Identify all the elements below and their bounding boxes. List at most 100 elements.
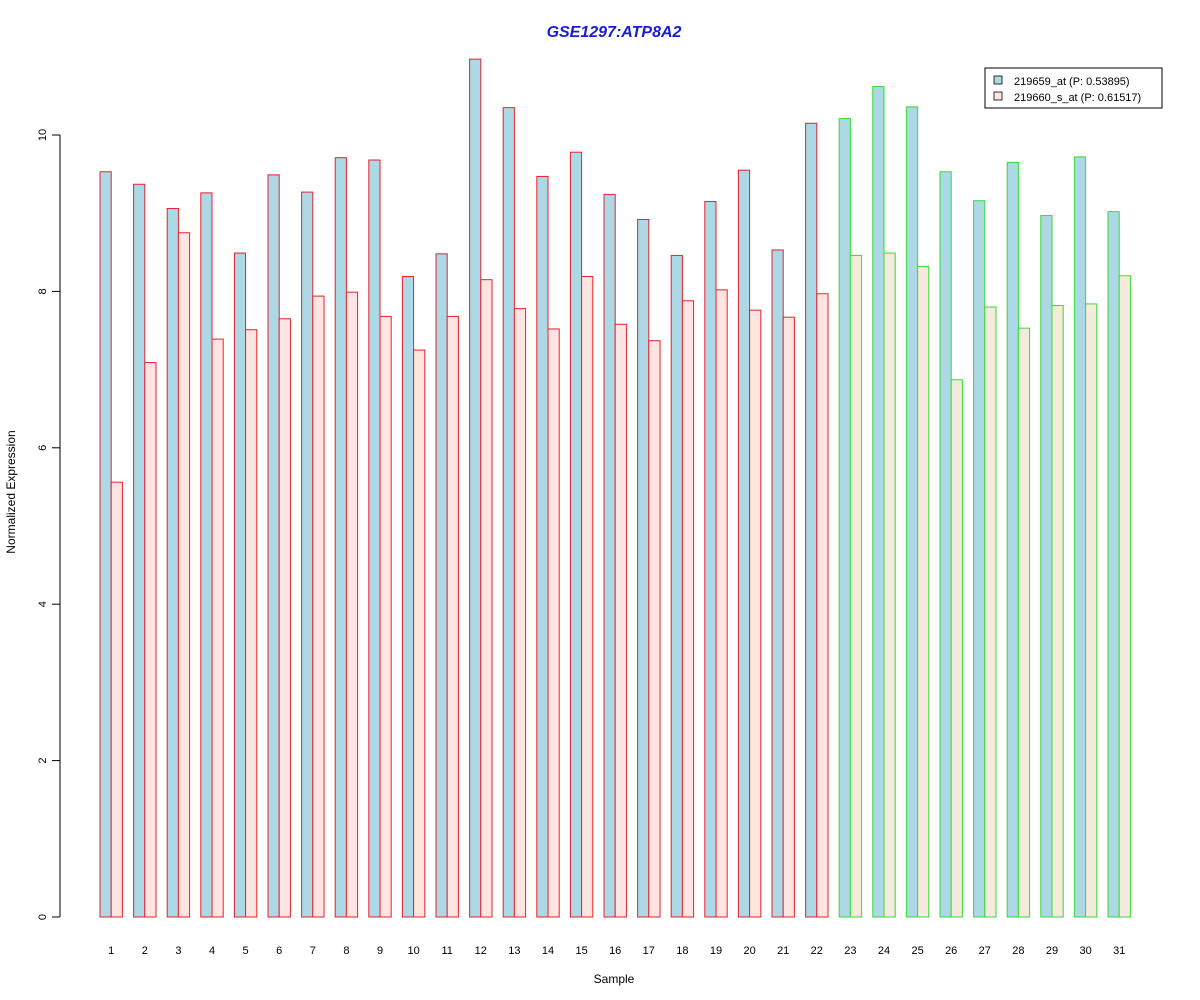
bar-219660-s-at (581, 276, 594, 918)
bar-219659-at (368, 159, 381, 918)
x-tick-label: 17 (643, 945, 655, 957)
bar-219660-s-at (1085, 303, 1098, 918)
bar-219659-at (805, 122, 818, 918)
bar-219660-s-at (211, 338, 224, 918)
bar-219659-at (1006, 161, 1019, 918)
x-tick-label: 26 (945, 945, 957, 957)
x-tick-label: 23 (844, 945, 856, 957)
x-tick-label: 14 (542, 945, 554, 957)
x-tick-label: 5 (243, 945, 249, 957)
x-tick-label: 6 (276, 945, 282, 957)
bar-219659-at (435, 253, 448, 918)
bar-219659-at (536, 175, 549, 918)
x-tick-label: 12 (475, 945, 487, 957)
bar-219659-at (401, 276, 415, 918)
legend-label-series-2: 219660_s_at (P: 0.61517) (1014, 92, 1141, 104)
bar-219659-at (569, 151, 583, 918)
bar-219660-s-at (849, 254, 863, 918)
legend-box (984, 67, 1163, 109)
bar-219659-at (637, 218, 650, 918)
bar-219659-at (200, 192, 213, 918)
bar-219659-at (133, 183, 146, 918)
y-tick-label: 6 (37, 445, 49, 451)
bar-219659-at (301, 191, 314, 918)
bar-219660-s-at (614, 323, 627, 918)
bar-219660-s-at (1118, 275, 1131, 918)
bar-219659-at (737, 169, 751, 918)
x-tick-label: 31 (1113, 945, 1125, 957)
x-tick-label: 13 (508, 945, 520, 957)
legend-label-series-1: 219659_at (P: 0.53895) (1014, 76, 1130, 88)
x-tick-label: 4 (209, 945, 215, 957)
bar-219659-at (973, 200, 986, 918)
x-tick-label: 16 (609, 945, 621, 957)
bar-219660-s-at (681, 300, 695, 918)
bar-219660-s-at (513, 308, 527, 918)
bar-219660-s-at (917, 265, 930, 918)
bar-219659-at (267, 174, 280, 918)
bars (99, 58, 1131, 918)
bar-219660-s-at (312, 295, 325, 918)
x-tick-label: 25 (911, 945, 923, 957)
bar-219660-s-at (648, 340, 661, 918)
x-tick-label: 24 (878, 945, 890, 957)
bar-219660-s-at (177, 232, 191, 918)
legend-swatch-series-1 (993, 75, 1003, 85)
bar-219660-s-at (144, 362, 157, 918)
bar-219660-s-at (1051, 304, 1064, 918)
chart-title: GSE1297:ATP8A2 (547, 24, 682, 41)
x-tick-label: 29 (1046, 945, 1058, 957)
x-axis-label: Sample (594, 972, 635, 986)
y-tick-label: 2 (37, 758, 49, 764)
x-tick-label: 11 (441, 945, 452, 957)
bar-219659-at (603, 193, 616, 918)
x-tick-label: 18 (676, 945, 688, 957)
bar-219659-at (502, 107, 515, 918)
bar-219660-s-at (379, 315, 392, 918)
y-tick-label: 0 (37, 914, 49, 920)
bar-219660-s-at (883, 252, 896, 918)
y-tick-label: 8 (37, 288, 49, 294)
bar-219660-s-at (1017, 327, 1031, 918)
bar-219660-s-at (245, 329, 258, 918)
legend: 219659_at (P: 0.53895) 219660_s_at (P: 0… (984, 67, 1163, 109)
x-tick-label: 9 (377, 945, 383, 957)
bar-219659-at (469, 58, 482, 918)
bar-219659-at (334, 157, 347, 918)
x-tick-label: 20 (743, 945, 755, 957)
x-tick-label: 28 (1012, 945, 1024, 957)
bar-219660-s-at (413, 349, 426, 918)
bar-219660-s-at (984, 306, 997, 918)
x-tick-label: 3 (175, 945, 181, 957)
bar-219660-s-at (110, 481, 123, 918)
bar-219660-s-at (715, 289, 728, 918)
bar-219659-at (838, 118, 851, 918)
bar-219659-at (99, 171, 112, 918)
y-axis: 0 2 4 6 8 10 (37, 129, 61, 920)
bar-219659-at (905, 106, 919, 918)
x-tick-label: 7 (310, 945, 316, 957)
x-tick-label: 8 (343, 945, 349, 957)
bar-219660-s-at (480, 279, 493, 918)
bar-219660-s-at (278, 318, 291, 918)
x-tick-label: 22 (811, 945, 823, 957)
bar-219660-s-at (950, 379, 963, 918)
bar-219659-at (704, 200, 717, 918)
bar-219659-at (939, 171, 952, 918)
bar-219660-s-at (749, 309, 762, 918)
y-tick-label: 4 (37, 601, 49, 607)
bar-219659-at (233, 252, 247, 918)
bar-219659-at (166, 208, 179, 918)
bar-219659-at (1040, 215, 1053, 918)
x-tick-label: 19 (710, 945, 722, 957)
x-tick-label: 21 (777, 945, 789, 957)
legend-swatch-series-2 (993, 91, 1003, 101)
bar-219660-s-at (816, 293, 829, 918)
x-tick-label: 2 (142, 945, 148, 957)
bar-219660-s-at (345, 291, 359, 918)
bar-219660-s-at (782, 316, 795, 918)
x-tick-label: 1 (108, 945, 114, 957)
bar-219659-at (1073, 156, 1087, 918)
x-tick-label: 10 (407, 945, 419, 957)
